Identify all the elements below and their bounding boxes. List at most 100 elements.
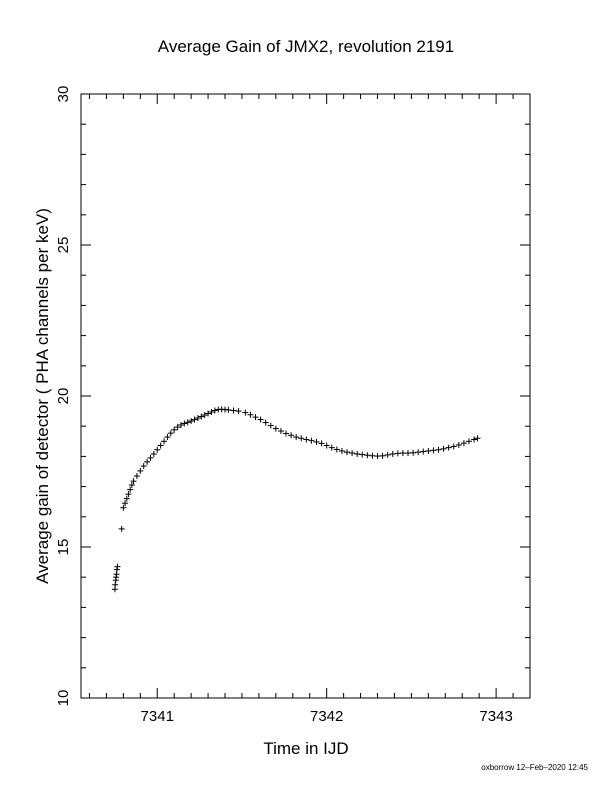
data-point bbox=[118, 525, 125, 532]
data-point bbox=[242, 409, 249, 416]
data-point bbox=[257, 416, 264, 423]
data-point bbox=[181, 420, 188, 427]
data-point bbox=[140, 463, 147, 470]
data-point bbox=[205, 410, 212, 417]
data-point bbox=[466, 438, 473, 445]
y-tick-label: 30 bbox=[55, 86, 72, 103]
data-point bbox=[191, 416, 198, 423]
data-point bbox=[198, 413, 205, 420]
data-point bbox=[359, 451, 366, 458]
data-point bbox=[323, 442, 330, 449]
data-point bbox=[455, 441, 462, 448]
data-point bbox=[247, 411, 254, 418]
data-point bbox=[374, 453, 381, 460]
data-point bbox=[120, 504, 127, 511]
data-point bbox=[147, 454, 154, 461]
data-point bbox=[344, 449, 351, 456]
data-point bbox=[194, 415, 201, 422]
x-tick-label: 7343 bbox=[479, 708, 512, 725]
data-point bbox=[230, 407, 237, 414]
data-point bbox=[293, 434, 300, 441]
y-tick-label: 25 bbox=[55, 237, 72, 254]
data-point bbox=[394, 450, 401, 457]
y-tick-label: 15 bbox=[55, 539, 72, 556]
data-point bbox=[277, 428, 284, 435]
data-point bbox=[364, 452, 371, 459]
data-point bbox=[303, 436, 310, 443]
data-point bbox=[123, 495, 130, 502]
data-point bbox=[415, 449, 422, 456]
data-point bbox=[474, 435, 481, 442]
data-point bbox=[113, 566, 120, 573]
data-point bbox=[425, 447, 432, 454]
data-point bbox=[252, 414, 259, 421]
data-point bbox=[379, 452, 386, 459]
data-point bbox=[435, 446, 442, 453]
x-axis-label: Time in IJD bbox=[263, 739, 348, 758]
data-point bbox=[150, 450, 157, 457]
data-point bbox=[137, 467, 144, 474]
data-point bbox=[112, 581, 119, 588]
x-tick-label: 7342 bbox=[310, 708, 343, 725]
data-point bbox=[167, 430, 174, 437]
data-point bbox=[460, 440, 467, 447]
data-point bbox=[161, 438, 168, 445]
data-point bbox=[114, 563, 121, 570]
data-point bbox=[272, 425, 279, 432]
data-point bbox=[171, 426, 178, 433]
data-point bbox=[125, 491, 132, 498]
data-point bbox=[318, 440, 325, 447]
data-point bbox=[384, 451, 391, 458]
data-point bbox=[208, 409, 215, 416]
data-point bbox=[288, 432, 295, 439]
data-point bbox=[262, 419, 269, 426]
data-point bbox=[164, 434, 171, 441]
data-point bbox=[122, 500, 129, 507]
axis-tick-labels: 7341 7342 7343 10 15 20 25 30 bbox=[55, 86, 513, 725]
data-point bbox=[445, 444, 452, 451]
axis-ticks bbox=[81, 93, 531, 699]
data-point bbox=[430, 447, 437, 454]
data-point bbox=[440, 445, 447, 452]
data-point bbox=[177, 421, 184, 428]
data-point bbox=[211, 407, 218, 414]
data-point bbox=[283, 430, 290, 437]
x-tick-label: 7341 bbox=[141, 708, 174, 725]
data-point bbox=[369, 452, 376, 459]
data-point bbox=[399, 450, 406, 457]
data-point bbox=[471, 436, 478, 443]
data-point bbox=[225, 406, 232, 413]
data-point bbox=[127, 486, 134, 493]
data-point bbox=[313, 438, 320, 445]
data-point bbox=[298, 435, 305, 442]
footer-credit: oxborrow 12–Feb–2020 12:45 bbox=[481, 763, 588, 772]
data-point bbox=[308, 437, 315, 444]
data-point bbox=[113, 574, 120, 581]
data-point bbox=[201, 412, 208, 419]
data-point bbox=[154, 446, 161, 453]
data-point bbox=[328, 444, 335, 451]
data-point bbox=[130, 478, 137, 485]
data-point bbox=[450, 443, 457, 450]
data-points bbox=[111, 406, 481, 593]
data-point bbox=[389, 450, 396, 457]
data-point bbox=[128, 482, 135, 489]
data-point bbox=[157, 442, 164, 449]
y-axis-label: Average gain of detector ( PHA channels … bbox=[33, 208, 52, 584]
data-point bbox=[235, 408, 242, 415]
data-point bbox=[133, 473, 140, 480]
plot-frame bbox=[80, 93, 531, 699]
data-point bbox=[188, 418, 195, 425]
chart-title: Average Gain of JMX2, revolution 2191 bbox=[158, 37, 454, 56]
data-point bbox=[349, 450, 356, 457]
data-point bbox=[267, 422, 274, 429]
data-point bbox=[420, 448, 427, 455]
y-tick-label: 20 bbox=[55, 388, 72, 405]
data-point bbox=[338, 447, 345, 454]
data-point bbox=[144, 458, 151, 465]
data-point bbox=[354, 450, 361, 457]
data-point bbox=[184, 419, 191, 426]
y-tick-label: 10 bbox=[55, 690, 72, 707]
data-point bbox=[405, 450, 412, 457]
